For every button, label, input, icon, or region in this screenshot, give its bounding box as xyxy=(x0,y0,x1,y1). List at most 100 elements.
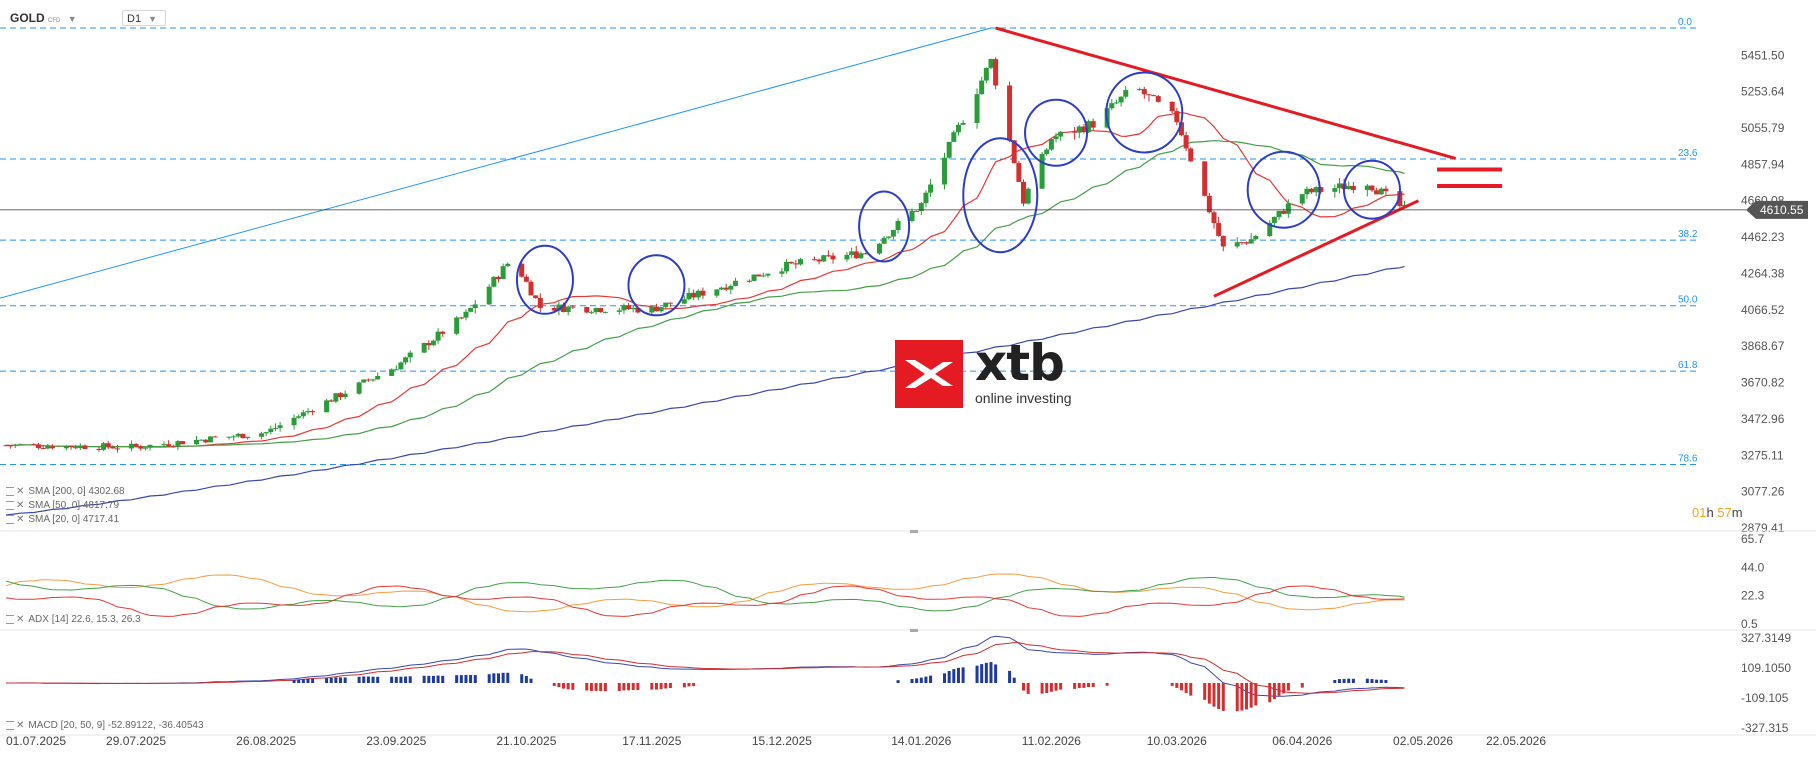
date-tick-label: 23.09.2025 xyxy=(366,734,426,748)
settings-icon[interactable] xyxy=(6,500,14,510)
macd-histogram-bar xyxy=(1175,683,1179,688)
price-tick-label: 4066.52 xyxy=(1741,303,1785,317)
candle xyxy=(951,130,957,143)
candle xyxy=(830,252,836,264)
macd-histogram-bar xyxy=(1365,678,1369,683)
candle-body xyxy=(142,447,148,449)
macd-histogram-bar xyxy=(1184,683,1188,693)
candle xyxy=(296,414,302,419)
pane-resize-handle[interactable] xyxy=(910,530,918,533)
price-tick-label: 3670.82 xyxy=(1741,376,1785,390)
candle xyxy=(300,409,306,419)
candle xyxy=(1188,147,1194,163)
date-tick-label: 01.07.2025 xyxy=(6,734,66,748)
price-tick-label: 3077.26 xyxy=(1741,485,1785,499)
legend-sma50[interactable]: ✕ SMA [50, 0] 4817.79 xyxy=(6,500,119,512)
legend-adx[interactable]: ✕ ADX [14] 22.6, 15.3, 26.3 xyxy=(6,614,141,626)
annotation-circle[interactable] xyxy=(1246,150,1321,229)
candle xyxy=(133,443,139,448)
macd-histogram-bar xyxy=(1054,683,1058,691)
candle xyxy=(458,316,464,320)
candle-body xyxy=(193,439,199,445)
candle-body xyxy=(635,307,641,313)
macd-histogram-bar xyxy=(896,680,900,683)
candle-body xyxy=(1123,90,1129,97)
candle-body xyxy=(621,305,627,311)
candle-body xyxy=(960,122,966,125)
legend-sma200[interactable]: ✕ SMA [200, 0] 4302.68 xyxy=(6,486,125,498)
close-icon[interactable]: ✕ xyxy=(16,500,25,511)
candle-body xyxy=(1090,121,1096,128)
candle xyxy=(486,284,492,305)
macd-histogram-bar xyxy=(339,677,343,683)
macd-histogram-bar xyxy=(1082,683,1086,688)
close-icon[interactable]: ✕ xyxy=(16,486,25,497)
plus-di-line xyxy=(5,577,1405,612)
candle-body xyxy=(166,444,172,447)
settings-icon[interactable] xyxy=(6,486,14,496)
legend-sma20-label: SMA [20, 0] 4717.41 xyxy=(28,514,120,525)
close-icon[interactable]: ✕ xyxy=(16,514,25,525)
candle xyxy=(598,307,604,313)
candle xyxy=(40,445,46,450)
annotation-circle[interactable] xyxy=(1342,159,1401,220)
settings-icon[interactable] xyxy=(6,720,14,730)
candle xyxy=(588,310,594,315)
candle-body xyxy=(198,439,204,441)
annotation-circle[interactable] xyxy=(1024,98,1089,167)
timeframe-selector[interactable]: D1 ▼ xyxy=(122,10,166,26)
candle xyxy=(909,208,915,223)
adx-tick-label: 65.7 xyxy=(1741,532,1765,546)
symbol-selector[interactable]: GOLD CFD ▼ xyxy=(6,10,90,26)
macd-pane: 327.3149 109.1050 -109.105 -327.315 xyxy=(0,629,1816,735)
macd-histogram-bar xyxy=(1282,683,1286,694)
candle-body xyxy=(393,369,399,371)
macd-histogram-bar xyxy=(952,669,956,683)
candle xyxy=(240,433,246,439)
annotation-circle[interactable] xyxy=(858,190,911,263)
candle-timer: 01h 57m xyxy=(1692,505,1743,520)
macd-histogram-bar xyxy=(589,683,593,691)
candle-body xyxy=(1007,85,1013,141)
annotation-circle[interactable] xyxy=(962,137,1039,254)
candle xyxy=(779,268,785,277)
date-tick-label: 17.11.2025 xyxy=(622,734,681,748)
trendline-upper[interactable] xyxy=(995,26,1457,160)
candle-body xyxy=(1397,191,1403,207)
macd-histogram-bar xyxy=(687,683,691,687)
settings-icon[interactable] xyxy=(6,614,14,624)
annotation-circle[interactable] xyxy=(627,254,686,317)
candle xyxy=(918,201,924,216)
legend-macd[interactable]: ✕ MACD [20, 50, 9] -52.89122, -36.40543 xyxy=(6,720,204,732)
candle xyxy=(101,442,107,452)
macd-histogram-bar xyxy=(659,683,663,690)
candle-body xyxy=(161,444,167,446)
candle-body xyxy=(719,287,725,290)
candle-body xyxy=(858,253,864,259)
macd-histogram-bar xyxy=(301,679,305,683)
legend-sma20[interactable]: ✕ SMA [20, 0] 4717.41 xyxy=(6,514,119,526)
macd-histogram-bar xyxy=(980,664,984,683)
candle xyxy=(974,88,980,129)
candle-body xyxy=(263,432,269,434)
settings-icon[interactable] xyxy=(6,514,14,524)
candle xyxy=(128,440,134,452)
annotation-circle[interactable] xyxy=(515,244,574,315)
macd-histogram-bar xyxy=(311,678,315,683)
pane-resize-handle[interactable] xyxy=(910,629,918,632)
price-tick-label: 3472.96 xyxy=(1741,412,1785,426)
candle-body xyxy=(700,290,706,296)
candle-body xyxy=(556,304,562,311)
candle-body xyxy=(649,306,655,313)
close-icon[interactable]: ✕ xyxy=(16,614,25,625)
candle xyxy=(356,381,362,395)
annotation-circle[interactable] xyxy=(1105,71,1184,154)
close-icon[interactable]: ✕ xyxy=(16,720,25,731)
candle-body xyxy=(31,444,37,446)
macd-histogram-bar xyxy=(627,683,631,691)
candle-body xyxy=(128,443,134,449)
candle xyxy=(784,258,790,274)
candle xyxy=(1202,161,1208,197)
